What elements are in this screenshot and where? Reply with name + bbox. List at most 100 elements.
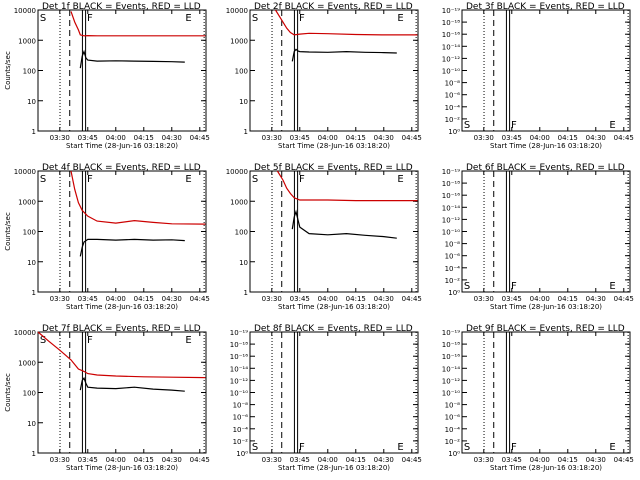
x-tick-label: 04:30 [162,456,182,464]
y-tick-label: 10⁻¹⁶ [442,192,460,200]
x-tick-label: 04:30 [586,295,606,303]
panel-title: Det 3f BLACK = Events, RED = LLD [466,2,625,12]
marker-f: F [87,174,93,185]
y-tick-label: 1 [244,289,248,297]
y-axis-label: Counts/sec [4,51,12,90]
x-tick-label: 03:30 [474,456,494,464]
y-tick-label: 10⁻¹⁴ [442,204,460,212]
x-tick-label: 04:00 [318,134,338,142]
y-tick-label: 10⁻⁸ [445,402,461,410]
panel-title: Det 8f BLACK = Events, RED = LLD [254,324,413,334]
x-tick-label: 04:45 [190,295,210,303]
y-tick-label: 1 [32,289,36,297]
x-tick-label: 03:30 [50,295,70,303]
marker-e: E [397,442,403,453]
marker-e: E [185,13,191,24]
series-line-events [79,49,185,69]
y-tick-label: 10000 [14,7,36,15]
y-tick-label: 10⁻⁴ [233,426,249,434]
series-line-lld [37,331,206,379]
series-line-events [291,209,397,239]
x-axis-label: Start Time (28-Jun-16 03:18:20) [490,303,602,311]
series-line-lld [70,170,206,225]
marker-f: F [511,120,517,131]
plot-frame [461,331,631,454]
x-tick-label: 03:45 [502,134,522,142]
y-tick-label: 10⁻¹⁰ [442,68,460,76]
x-axis-label: Start Time (28-Jun-16 03:18:20) [66,464,178,472]
x-tick-label: 04:45 [614,295,634,303]
panel-title: Det 9f BLACK = Events, RED = LLD [466,324,625,334]
x-tick-label: 03:45 [290,456,310,464]
x-axis-label: Start Time (28-Jun-16 03:18:20) [490,464,602,472]
plot-frame [249,331,419,454]
y-tick-label: 10⁻² [445,277,461,285]
x-tick-label: 04:30 [586,134,606,142]
x-tick-label: 04:45 [402,134,422,142]
x-tick-label: 04:00 [530,295,550,303]
x-tick-label: 04:45 [190,134,210,142]
marker-s: S [464,442,470,453]
y-tick-label: 10000 [14,329,36,337]
x-tick-label: 04:00 [318,456,338,464]
panel-title: Det 7f BLACK = Events, RED = LLD [42,324,201,334]
y-tick-label: 10⁻¹⁰ [230,390,248,398]
x-tick-label: 04:45 [614,456,634,464]
y-tick-label: 10⁻¹⁸ [230,341,248,349]
y-tick-label: 10⁰ [448,450,460,458]
x-tick-label: 04:30 [374,295,394,303]
detector-panel-8: Det 8f BLACK = Events, RED = LLD S F E 03:30… [230,324,422,472]
y-tick-label: 10⁻¹⁴ [442,365,460,373]
y-axis-label: Counts/sec [4,373,12,412]
x-tick-label: 04:45 [402,456,422,464]
marker-e: E [609,442,615,453]
x-tick-label: 04:30 [162,295,182,303]
y-tick-label: 1000 [18,359,36,367]
y-tick-label: 1 [32,450,36,458]
marker-f: F [87,335,93,346]
x-tick-label: 04:30 [374,456,394,464]
y-tick-label: 100 [23,229,36,237]
x-tick-label: 03:45 [290,295,310,303]
x-tick-label: 04:00 [106,134,126,142]
series-line-lld [70,11,206,37]
marker-s: S [40,174,46,185]
x-tick-label: 04:15 [134,456,154,464]
series-line-events [79,376,185,392]
y-tick-label: 10⁻¹⁶ [442,353,460,361]
y-tick-label: 10⁻¹⁰ [442,390,460,398]
y-tick-label: 10⁻¹⁹ [442,168,460,176]
x-tick-label: 04:30 [162,134,182,142]
x-tick-label: 04:45 [402,295,422,303]
x-tick-label: 03:30 [262,295,282,303]
x-tick-label: 04:00 [530,456,550,464]
marker-f: F [299,174,305,185]
y-tick-label: 10 [27,420,36,428]
panel-title: Det 6f BLACK = Events, RED = LLD [466,163,625,173]
y-tick-label: 10000 [226,7,248,15]
x-tick-label: 04:15 [558,456,578,464]
marker-f: F [299,442,305,453]
x-tick-label: 03:30 [262,456,282,464]
y-tick-label: 1000 [18,198,36,206]
x-tick-label: 04:00 [530,134,550,142]
detector-panel-3: Det 3f BLACK = Events, RED = LLD S F E 03:30… [442,2,634,150]
x-tick-label: 04:15 [134,295,154,303]
marker-s: S [464,120,470,131]
y-tick-label: 10⁻¹² [442,377,460,385]
panel-title: Det 5f BLACK = Events, RED = LLD [254,163,413,173]
y-tick-label: 10⁻⁶ [445,253,461,261]
marker-f: F [511,442,517,453]
y-tick-label: 10⁻¹⁰ [442,229,460,237]
y-tick-label: 10⁻¹⁴ [230,365,248,373]
y-tick-label: 10 [27,98,36,106]
x-tick-label: 04:00 [106,456,126,464]
y-tick-label: 10⁰ [448,289,460,297]
y-tick-label: 10⁻¹⁸ [442,180,460,188]
y-tick-label: 1000 [230,37,248,45]
x-tick-label: 04:15 [134,134,154,142]
